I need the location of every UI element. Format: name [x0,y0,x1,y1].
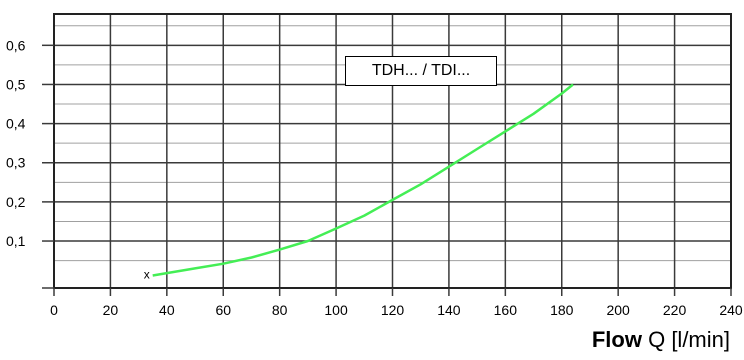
y-tick-label: 0,5 [6,76,26,92]
x-tick-label: 200 [606,302,630,318]
series-annotation-box: TDH... / TDI... [345,56,497,86]
y-tick-label: 0,1 [6,233,26,249]
x-tick-label: 240 [719,302,743,318]
x-tick-label: 60 [215,302,231,318]
x-tick-label: 120 [381,302,405,318]
x-tick-label: 20 [103,302,119,318]
y-tick-label: 0,4 [6,116,26,132]
x-tick-label: 0 [50,302,58,318]
series-line [152,83,574,277]
ticks: 0,1 0,2 0,3 0,4 0,5 0,6 0 20 40 60 80 100 120 140 160 1… [6,37,743,318]
x-axis-label: Flow Q [l/min] [592,327,730,353]
series-layer: x [144,83,574,281]
x-tick-label: 100 [324,302,348,318]
x-tick-label: 160 [494,302,518,318]
y-tick-label: 0,6 [6,37,26,53]
x-tick-label: 180 [550,302,574,318]
x-tick-label: 140 [437,302,461,318]
x-axis-label-bold: Flow [591,327,642,352]
x-tick-label: 80 [272,302,288,318]
x-tick-label: 40 [159,302,175,318]
y-tick-label: 0,3 [6,155,26,171]
y-tick-label: 0,2 [6,194,26,210]
x-tick-label: 220 [663,302,687,318]
x-axis-label-rest: Q [l/min] [648,327,730,352]
series-start-marker: x [144,267,150,281]
